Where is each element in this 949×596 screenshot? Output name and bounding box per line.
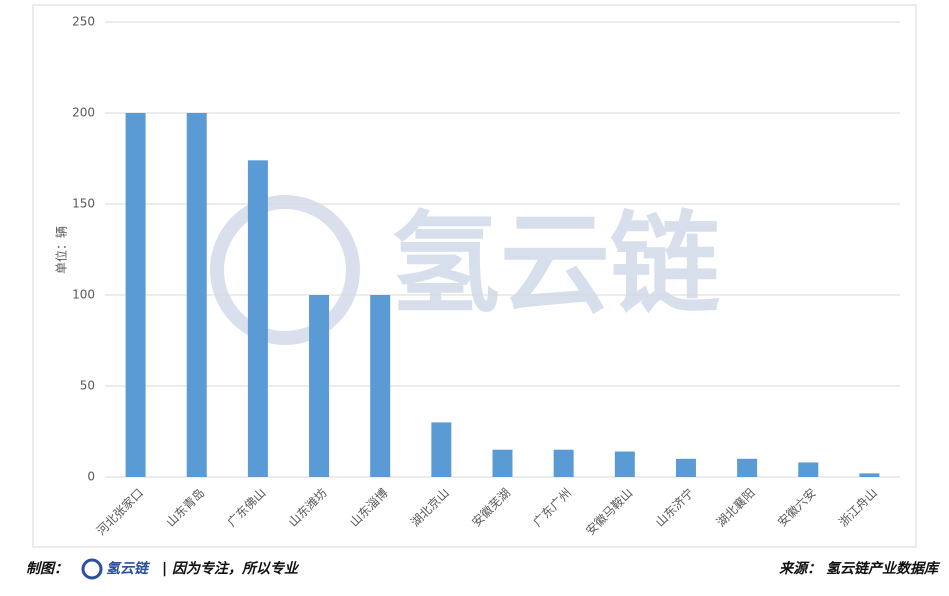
bar: [370, 295, 391, 477]
footer-source: 来源： 氢云链产业数据库: [779, 560, 941, 577]
x-tick-label: 湖北襄阳: [713, 485, 758, 530]
y-axis-label: 单位：辆: [54, 226, 69, 274]
x-tick-label: 山东淄博: [346, 485, 391, 530]
chart-frame: [32, 4, 917, 548]
x-tick-label: 湖北京山: [407, 485, 452, 530]
footer-maker: 制图：: [26, 561, 68, 577]
footer-logo: [81, 558, 103, 580]
bar: [431, 422, 452, 477]
watermark-text: 氢云链: [390, 200, 720, 328]
bar: [309, 295, 330, 477]
bar: [737, 458, 758, 477]
y-tick-label: 250: [72, 15, 95, 29]
x-tick-label: 广东广州: [530, 486, 574, 530]
x-tick-label: 广东佛山: [225, 486, 269, 530]
bar: [247, 160, 268, 477]
x-tick-label: 安徽六安: [774, 485, 819, 530]
x-tick-label: 山东青岛: [163, 485, 208, 530]
x-tick-label: 山东潍坊: [285, 485, 330, 530]
x-tick-label: 河北张家口: [93, 485, 146, 538]
y-tick-label: 200: [72, 106, 95, 120]
watermark: 氢云链: [210, 195, 720, 345]
y-tick-label: 0: [87, 470, 95, 484]
bar: [859, 473, 880, 477]
x-tick-label: 安徽马鞍山: [582, 485, 635, 538]
bar: [675, 458, 696, 477]
bar: [614, 451, 635, 477]
bar: [125, 113, 146, 477]
x-tick-label: 安徽芜湖: [469, 485, 514, 530]
y-tick-label: 50: [80, 379, 95, 393]
x-tick-label: 浙江舟山: [836, 486, 880, 530]
footer-brand: 氢云链: [106, 560, 151, 577]
bar: [492, 449, 513, 477]
bar: [553, 449, 574, 477]
x-tick-label: 山东济宁: [652, 485, 697, 530]
y-tick-label: 100: [72, 288, 95, 302]
watermark-logo: [210, 195, 360, 345]
footer: 制图： 氢云链 | 因为专注，所以专业 来源： 氢云链产业数据库: [26, 558, 941, 580]
bar: [186, 113, 207, 477]
y-tick-label: 150: [72, 197, 95, 211]
footer-slogan: | 因为专注，所以专业: [162, 560, 300, 577]
bar: [798, 462, 819, 477]
